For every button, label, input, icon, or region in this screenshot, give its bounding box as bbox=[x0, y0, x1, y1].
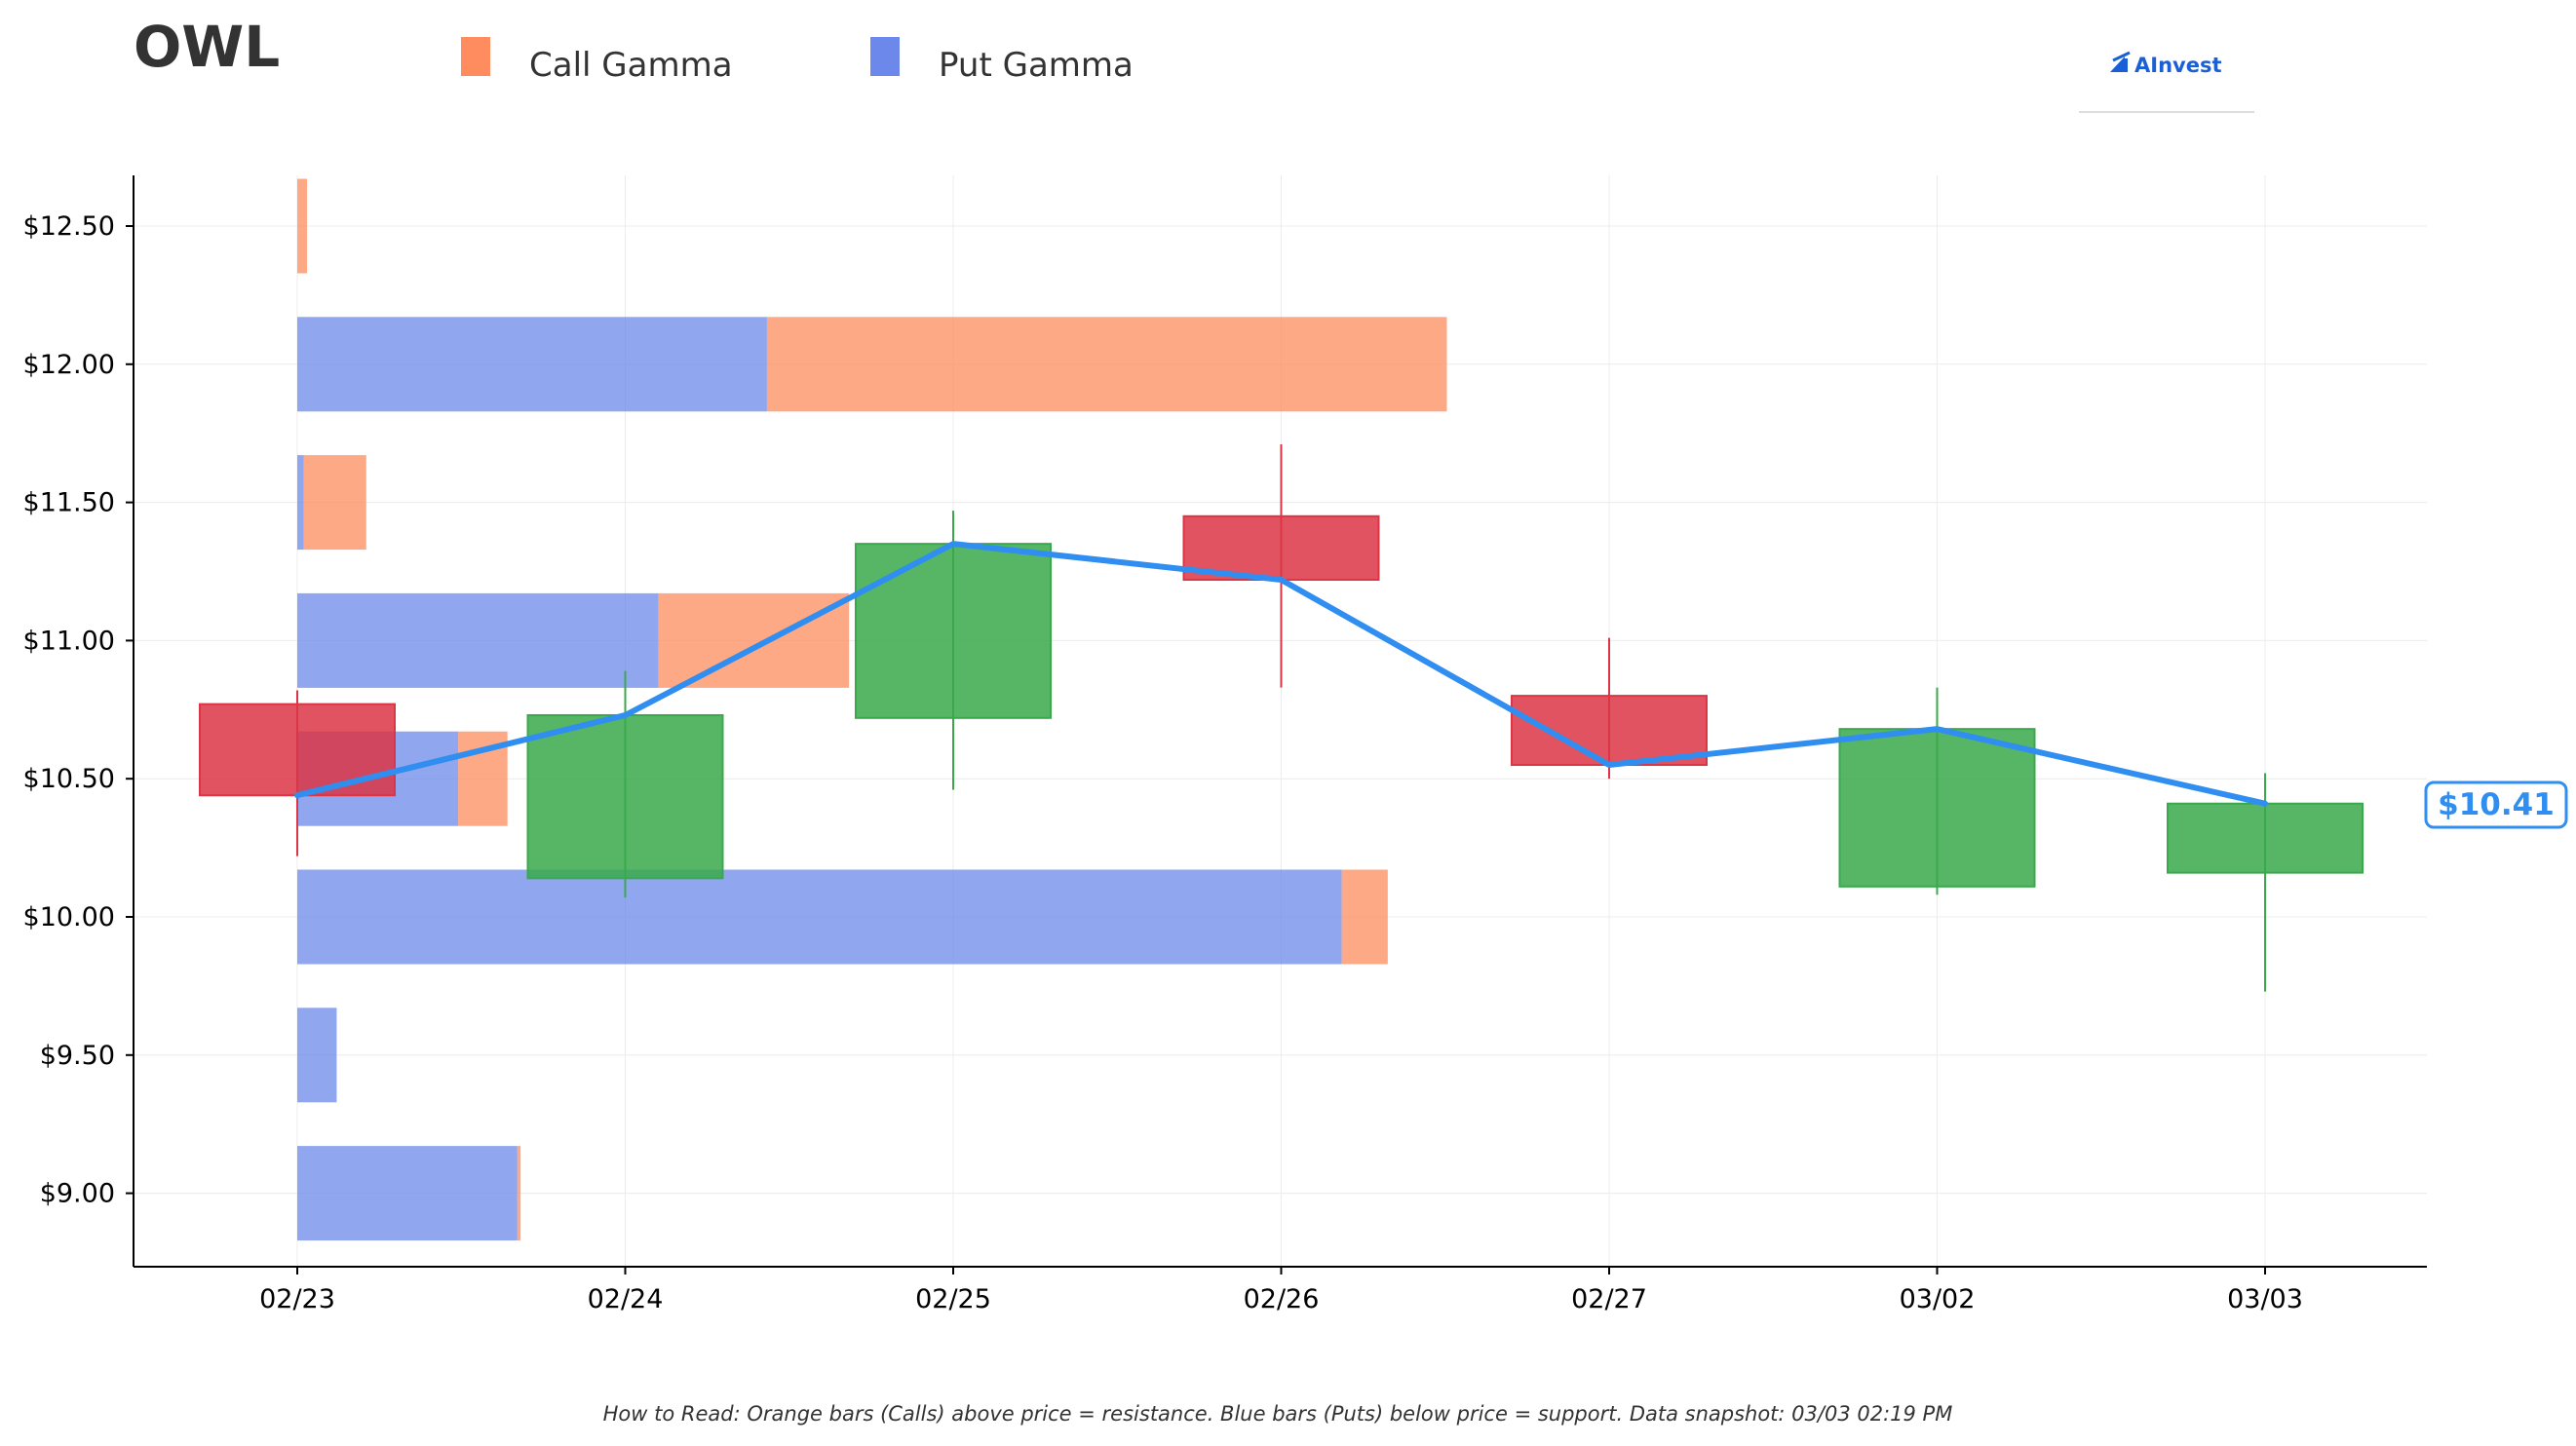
put-gamma-bar bbox=[297, 317, 767, 412]
x-tick-label: 02/24 bbox=[588, 1284, 664, 1314]
y-tick-label: $10.00 bbox=[23, 902, 115, 932]
x-tick-label: 02/27 bbox=[1571, 1284, 1647, 1314]
aivest-logo-icon bbox=[2110, 51, 2131, 72]
x-tick-label: 03/02 bbox=[1900, 1284, 1976, 1314]
price-line bbox=[294, 541, 2268, 807]
candle-body bbox=[1182, 514, 1380, 582]
how-to-read-note: How to Read: Orange bars (Calls) above p… bbox=[603, 1402, 1953, 1426]
gamma-bars bbox=[297, 178, 1447, 1241]
x-tick-label: 03/03 bbox=[2227, 1284, 2303, 1314]
y-tick-label: $11.50 bbox=[23, 488, 115, 518]
x-tick-label: 02/26 bbox=[1244, 1284, 1320, 1314]
legend-swatch-put bbox=[870, 37, 900, 76]
aivest-logo: AInvest bbox=[2079, 51, 2254, 113]
y-ticks: $9.00 $9.50 $10.00 $10.50 $11.00 $11.50 $12.00… bbox=[23, 211, 134, 1209]
call-gamma-bar bbox=[517, 1146, 521, 1241]
current-price-label: $10.41 bbox=[2438, 787, 2555, 822]
call-gamma-bar bbox=[658, 592, 850, 688]
x-ticks: 02/23 02/24 02/25 02/26 02/27 03/02 03/03 bbox=[259, 1267, 2303, 1314]
y-tick-label: $12.00 bbox=[23, 350, 115, 380]
call-gamma-bar bbox=[297, 178, 308, 274]
x-tick-label: 02/23 bbox=[259, 1284, 335, 1314]
aivest-logo-text: AInvest bbox=[2134, 54, 2222, 77]
x-tick-label: 02/25 bbox=[915, 1284, 991, 1314]
call-gamma-bar bbox=[766, 317, 1447, 412]
candle-body bbox=[855, 543, 1052, 719]
current-price-tag: $10.41 bbox=[2424, 780, 2568, 829]
legend-swatch-call bbox=[461, 37, 490, 76]
legend: Call Gamma Put Gamma bbox=[461, 37, 1134, 85]
y-tick-label: $10.50 bbox=[23, 764, 115, 794]
legend-label-put: Put Gamma bbox=[939, 46, 1134, 85]
y-tick-label: $12.50 bbox=[23, 211, 115, 242]
candle-body bbox=[2167, 802, 2364, 874]
y-tick-label: $9.50 bbox=[40, 1041, 115, 1071]
chart-title: OWL bbox=[134, 14, 280, 80]
close-price-line bbox=[294, 541, 2268, 807]
put-gamma-bar bbox=[297, 455, 304, 551]
put-gamma-bar bbox=[297, 1146, 518, 1241]
y-tick-label: $9.00 bbox=[40, 1179, 115, 1209]
put-gamma-bar bbox=[297, 1008, 337, 1103]
call-gamma-bar bbox=[303, 455, 366, 551]
y-tick-label: $11.00 bbox=[23, 626, 115, 656]
put-gamma-bar bbox=[297, 592, 659, 688]
put-gamma-bar bbox=[297, 869, 1342, 965]
legend-label-call: Call Gamma bbox=[529, 46, 733, 85]
candle-body bbox=[526, 713, 724, 880]
call-gamma-bar bbox=[1341, 869, 1388, 965]
candle-body bbox=[1838, 728, 2036, 888]
